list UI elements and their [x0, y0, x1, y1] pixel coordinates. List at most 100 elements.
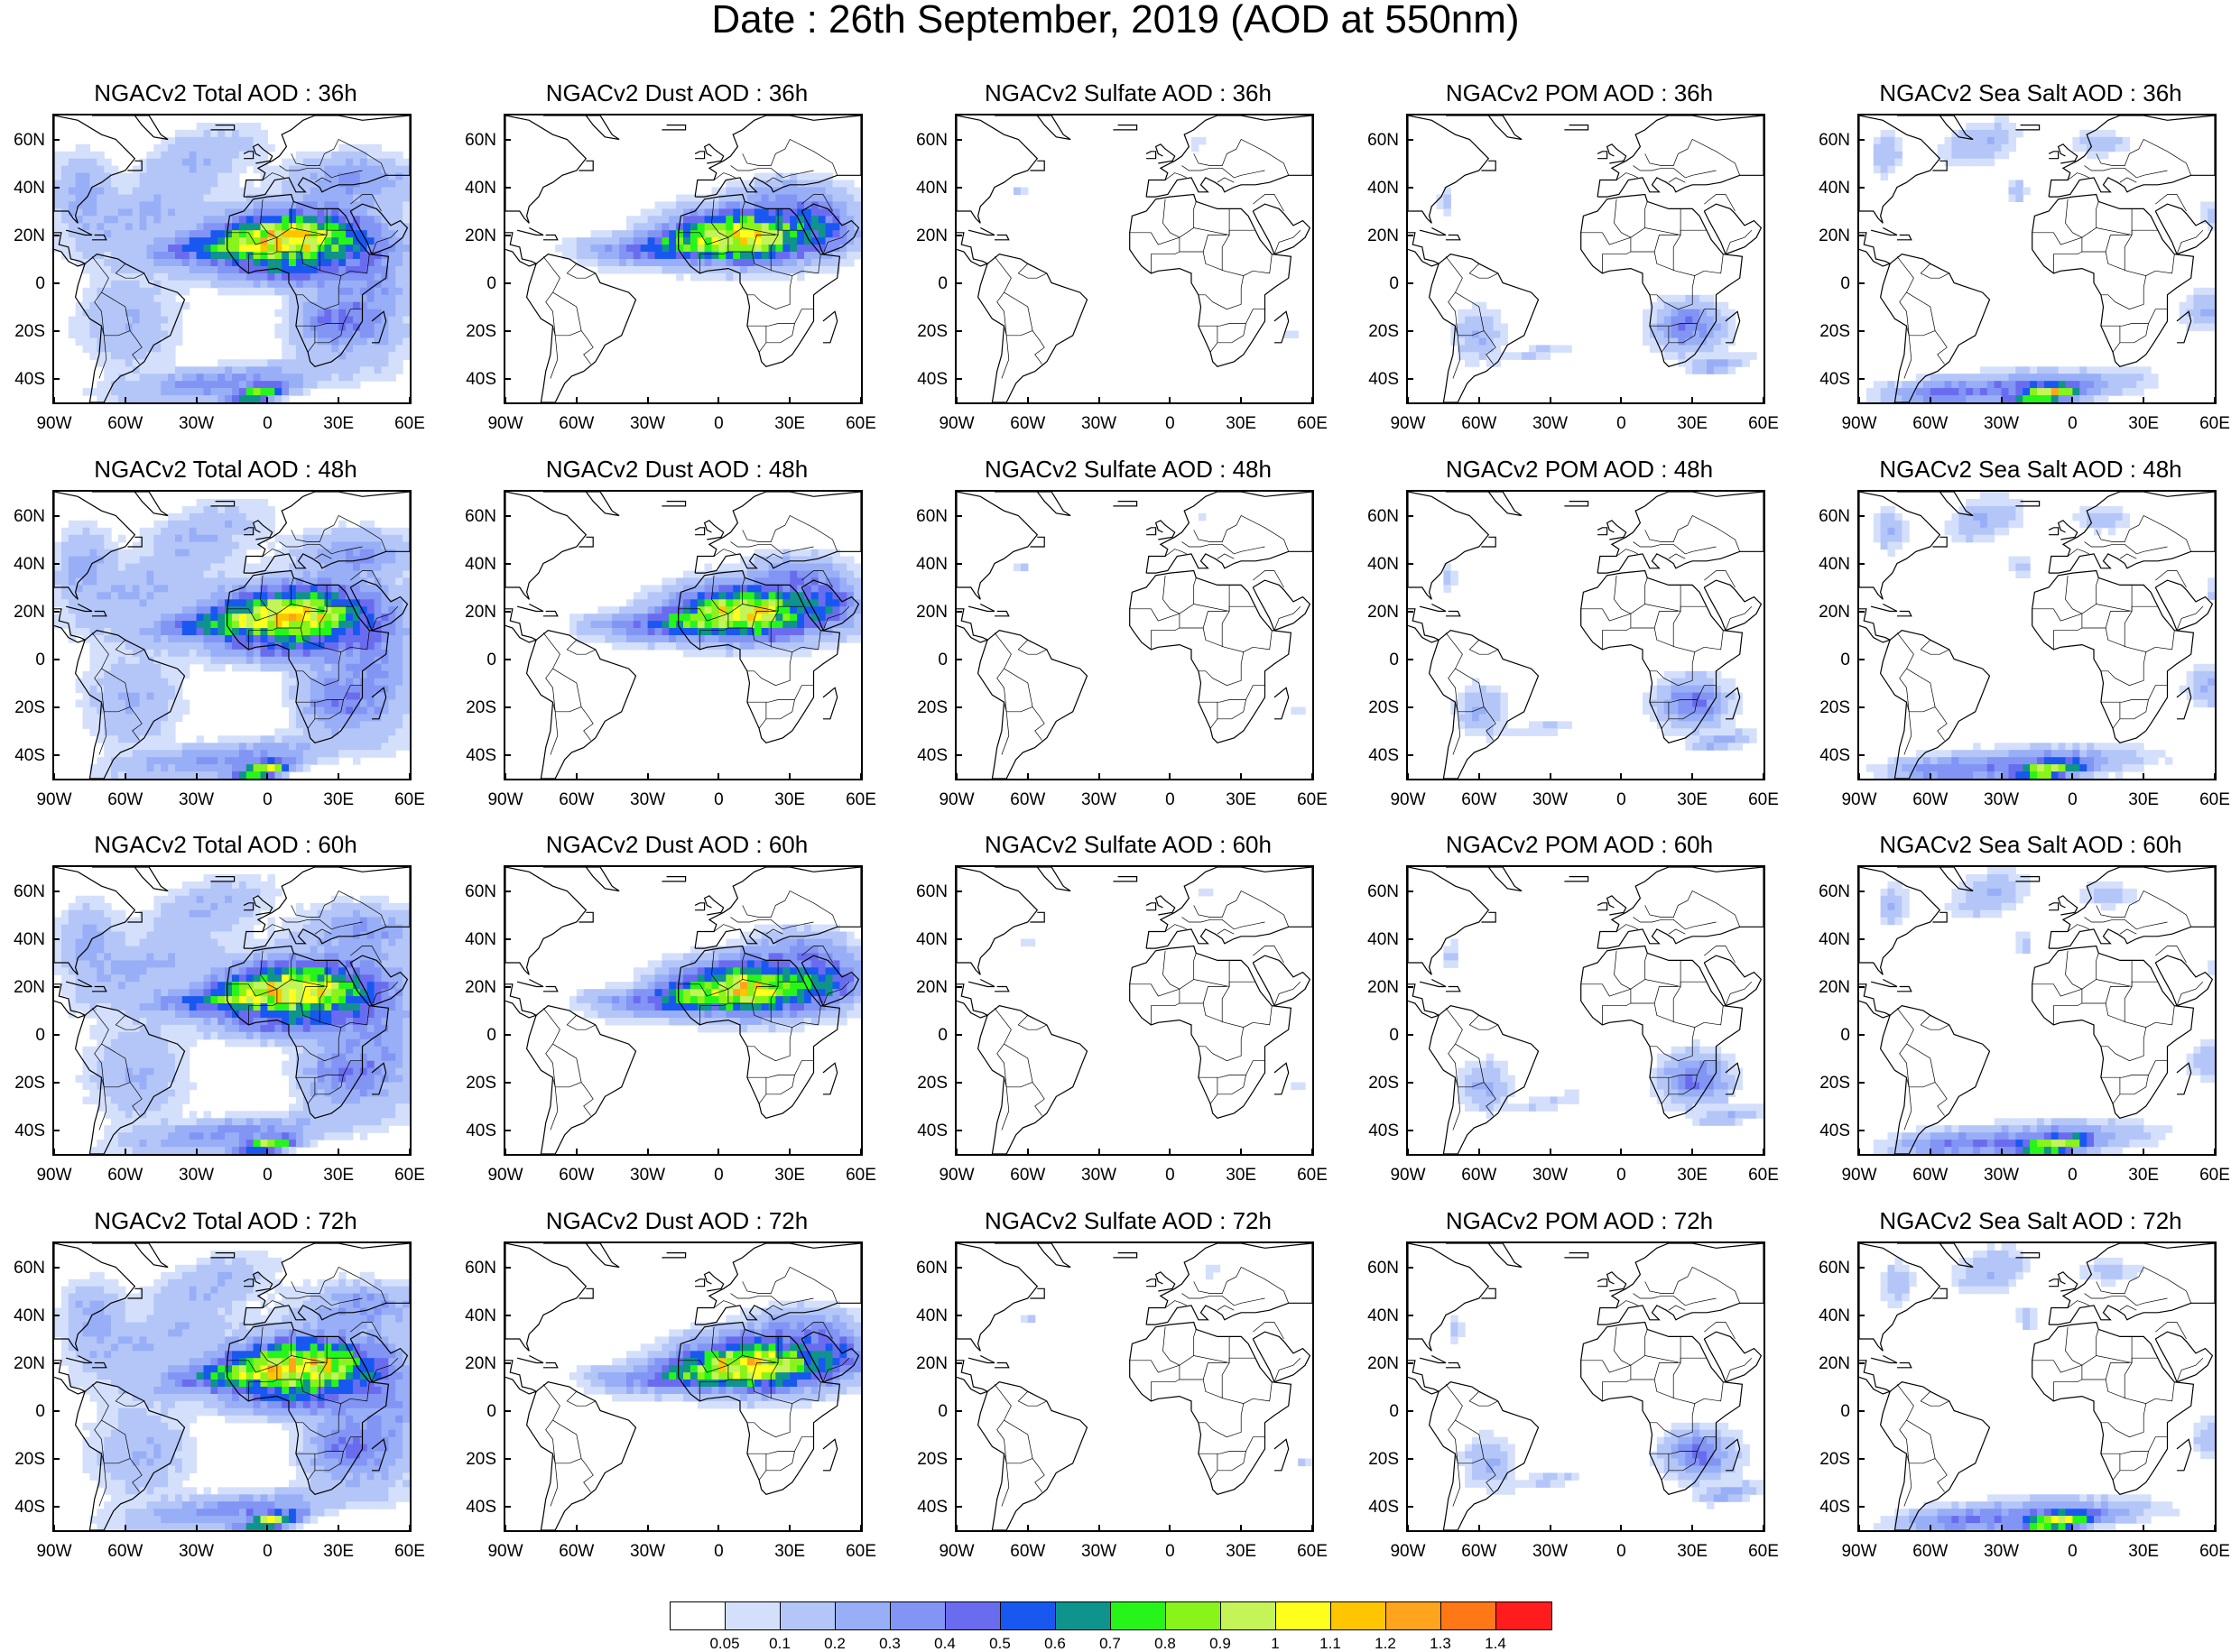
aod-cell: [175, 577, 183, 586]
aod-cell: [210, 166, 218, 174]
aod-cell: [153, 252, 162, 260]
aod-cell: [747, 252, 755, 260]
aod-cell: [1558, 345, 1566, 353]
aod-cell: [310, 678, 319, 687]
aod-cell: [388, 700, 396, 708]
aod-cell: [2200, 288, 2208, 296]
aod-cell: [1987, 159, 1995, 167]
aod-cell: [1494, 317, 1502, 325]
aod-cell: [210, 188, 218, 196]
aod-cell: [775, 585, 783, 593]
aod-cell: [353, 159, 361, 167]
aod-cell: [324, 621, 332, 629]
aod-cell: [140, 557, 148, 565]
aod-cell: [1714, 359, 1722, 367]
aod-cell: [648, 259, 656, 267]
aod-cell: [161, 557, 169, 565]
aod-cell: [1465, 345, 1473, 353]
aod-cell: [2208, 201, 2215, 209]
aod-cell: [254, 245, 262, 253]
aod-cell: [153, 750, 162, 758]
aod-cell: [403, 295, 410, 303]
aod-cell: [1980, 152, 1988, 160]
aod-cell: [282, 159, 290, 167]
aod-cell: [153, 599, 162, 607]
aod-cell: [104, 309, 112, 318]
aod-cell: [83, 592, 91, 600]
coastline-africa: [2032, 195, 2194, 367]
aod-cell: [303, 635, 311, 643]
aod-cell: [797, 230, 805, 238]
aod-cell: [324, 374, 332, 382]
aod-cell: [612, 628, 620, 636]
aod-cell: [2002, 144, 2010, 152]
aod-cell: [346, 628, 354, 636]
aod-cell: [197, 650, 205, 658]
aod-cell: [641, 230, 649, 238]
aod-cell: [175, 621, 183, 629]
aod-cell: [2108, 144, 2116, 152]
lat-tickmark: [1857, 330, 1865, 332]
country-border: [1726, 230, 1752, 254]
aod-cell: [282, 381, 290, 389]
aod-cell: [246, 216, 255, 224]
aod-cell: [76, 571, 84, 579]
aod-cell: [318, 259, 326, 267]
aod-cell: [69, 324, 77, 332]
aod-cell: [146, 642, 154, 651]
aod-cell: [303, 324, 311, 332]
aod-cell: [274, 288, 282, 296]
aod-cell: [76, 535, 84, 543]
lon-tick-label: 0: [691, 791, 745, 808]
aod-cell: [218, 743, 226, 751]
coastline-arabia: [1253, 580, 1310, 631]
aod-cell: [168, 721, 176, 729]
aod-cell: [310, 642, 319, 651]
aod-cell: [232, 223, 240, 231]
lon-tick-label: 30W: [621, 415, 675, 432]
aod-cell: [153, 159, 162, 167]
aod-cell: [338, 743, 347, 751]
panel-title: NGACv2 Sea Salt AOD : 36h: [1850, 81, 2211, 105]
aod-cell: [324, 309, 332, 318]
coastline-iceland: [2015, 125, 2039, 130]
aod-cell: [698, 585, 706, 593]
aod-cell: [54, 201, 62, 209]
aod-cell: [161, 771, 169, 779]
aod-cell: [89, 173, 97, 181]
country-border: [747, 309, 814, 327]
aod-cell: [83, 542, 91, 550]
aod-cell: [118, 549, 126, 558]
aod-cell: [318, 381, 326, 389]
aod-cell: [769, 216, 777, 224]
aod-cell: [648, 230, 656, 238]
aod-cell: [395, 635, 403, 643]
aod-cell: [676, 273, 684, 281]
aod-cell: [655, 259, 663, 267]
aod-cell: [153, 721, 162, 729]
aod-cell: [190, 208, 198, 217]
aod-cell: [388, 324, 396, 332]
aod-cell: [140, 743, 148, 751]
aod-cell: [232, 159, 240, 167]
aod-cell: [403, 693, 410, 701]
aod-cell: [318, 216, 326, 224]
aod-cell: [819, 599, 827, 607]
lon-tickmark: [1169, 397, 1171, 404]
aod-cell: [118, 535, 126, 543]
aod-cell: [303, 366, 311, 374]
aod-cell: [161, 195, 169, 203]
aod-cell: [662, 621, 670, 629]
aod-cell: [2059, 374, 2067, 382]
aod-cell: [246, 223, 255, 231]
aod-cell: [104, 542, 112, 550]
aod-cell: [388, 535, 396, 543]
aod-cell: [97, 273, 105, 281]
lon-tick-label: 60E: [1285, 791, 1339, 808]
aod-cell: [104, 374, 112, 382]
aod-cell: [388, 671, 396, 679]
aod-cell: [175, 331, 183, 339]
aod-cell: [331, 381, 339, 389]
aod-cell: [733, 259, 741, 267]
aod-cell: [225, 557, 233, 565]
